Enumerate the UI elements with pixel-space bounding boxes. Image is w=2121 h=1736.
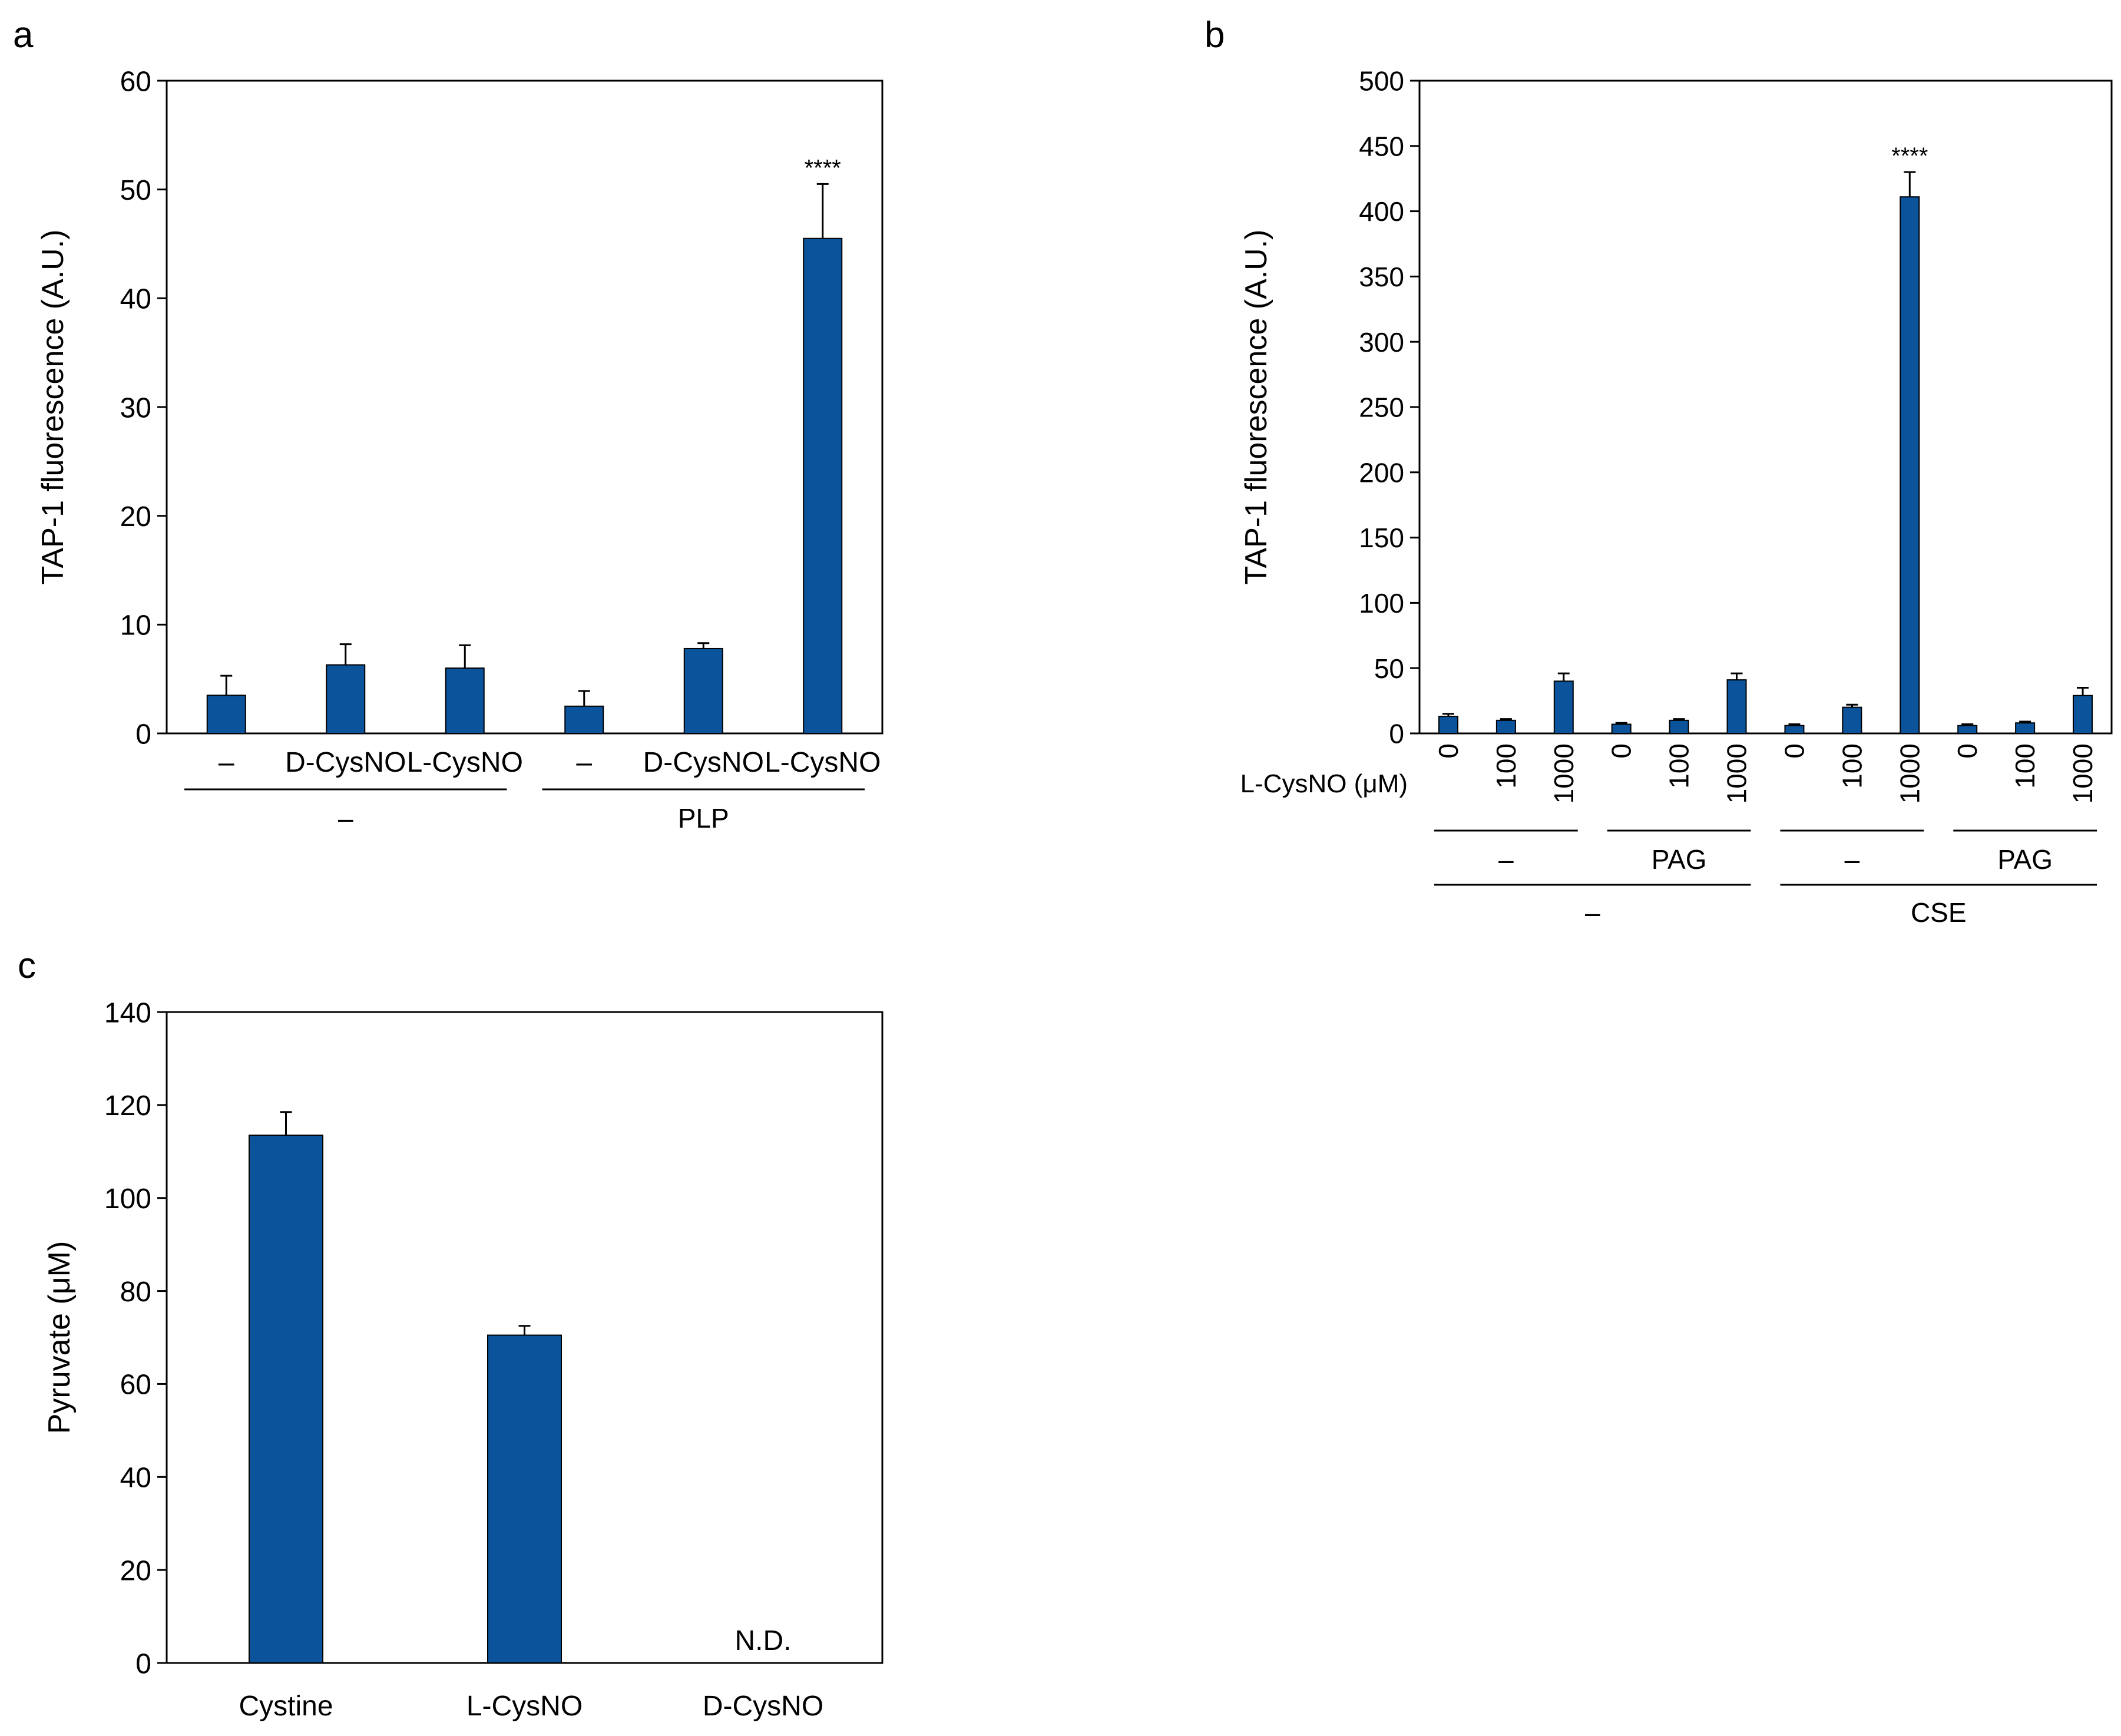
y-tick-label: 500 (1359, 66, 1404, 97)
group-label: PLP (678, 803, 729, 834)
category-label: Cystine (239, 1691, 333, 1722)
group-label: – (338, 803, 353, 834)
category-label: 1000 (1894, 743, 1925, 803)
bar (487, 1334, 562, 1664)
y-tick-label: 0 (135, 719, 151, 750)
bar (803, 237, 843, 734)
bar (683, 647, 723, 734)
bar (564, 705, 604, 735)
y-tick-label: 60 (120, 1370, 151, 1401)
chart-c: 0 20 40 60 80 100 120 140 Pyruvate (μM) N.D. Cysti… (42, 997, 884, 1722)
supergroup-label: – (1585, 897, 1600, 928)
category-label: D-CysNO (285, 747, 406, 778)
category-label: D-CysNO (643, 747, 764, 778)
annotation: N.D. (735, 1625, 792, 1656)
category-label: – (219, 747, 234, 778)
bar (1438, 716, 1458, 735)
y-tick-label: 150 (1359, 523, 1404, 553)
category-label: 0 (1952, 743, 1983, 759)
bar (326, 664, 366, 735)
y-tick-label: 30 (120, 392, 151, 424)
group-label: – (1845, 844, 1860, 875)
y-tick-label: 350 (1359, 262, 1404, 292)
y-tick-label: 60 (120, 66, 151, 97)
y-tick-label: 40 (120, 1463, 151, 1494)
bar (1611, 723, 1632, 735)
panel-c-letter: c (18, 945, 36, 986)
y-tick-label: 50 (120, 175, 151, 206)
group-label: PAG (1997, 844, 2053, 875)
category-label: 100 (2010, 743, 2040, 789)
y-tick-label: 200 (1359, 457, 1404, 488)
y-tick-label: 50 (1374, 653, 1404, 684)
bar (1726, 679, 1747, 735)
bar (1553, 680, 1574, 734)
group-label: – (1498, 844, 1514, 875)
bar (1669, 719, 1689, 734)
category-label: 1000 (1722, 743, 1752, 803)
bar (206, 695, 246, 735)
bar (1842, 706, 1862, 735)
bar (1784, 725, 1805, 734)
category-label: L-CysNO (765, 747, 881, 778)
annotation: **** (1891, 143, 1928, 169)
bar (1495, 719, 1516, 734)
y-tick-label: 450 (1359, 131, 1404, 161)
plot-frame (166, 80, 884, 735)
category-label: D-CysNO (703, 1691, 823, 1722)
category-label: 100 (1664, 743, 1695, 789)
y-tick-label: 20 (120, 1555, 151, 1586)
bar (1957, 725, 1978, 734)
group-label: PAG (1652, 844, 1707, 875)
y-tick-label: 0 (135, 1648, 151, 1679)
category-label: 0 (1606, 743, 1637, 759)
y-tick-label: 40 (120, 284, 151, 315)
category-label: – (576, 747, 592, 778)
bar (1900, 196, 1920, 734)
plot-frame (1418, 80, 2113, 735)
y-tick-label: 140 (104, 997, 151, 1029)
y-axis-label: TAP-1 fluorescence (A.U.) (1239, 229, 1273, 584)
bar (249, 1135, 323, 1664)
category-label: L-CysNO (466, 1691, 583, 1722)
y-tick-label: 80 (120, 1277, 151, 1308)
bar (445, 667, 485, 734)
y-tick-label: 250 (1359, 392, 1404, 423)
y-tick-label: 20 (120, 501, 151, 533)
chart-b: 0 50 100 150 200 250 300 350 400 450 500 TAP-1 fluo… (1239, 66, 2113, 928)
row-label: L-CysNO (μM) (1240, 769, 1408, 798)
y-axis-label: Pyruvate (μM) (42, 1241, 77, 1434)
category-label: 100 (1491, 743, 1521, 789)
bar (2015, 722, 2036, 734)
category-label: 1000 (2067, 743, 2098, 803)
y-tick-label: 10 (120, 610, 151, 642)
bar (2073, 695, 2093, 734)
y-tick-label: 120 (104, 1090, 151, 1122)
category-label: 0 (1433, 743, 1464, 759)
supergroup-label: CSE (1911, 897, 1967, 928)
y-tick-label: 100 (1359, 588, 1404, 619)
panel-b-letter: b (1205, 15, 1225, 55)
y-tick-label: 400 (1359, 196, 1404, 227)
category-label: 100 (1837, 743, 1867, 789)
category-label: 1000 (1548, 743, 1579, 803)
annotation: **** (805, 155, 841, 181)
chart-a: 0 10 20 30 40 50 60 TAP-1 fluorescence (A.U.) **… (36, 66, 884, 834)
y-tick-label: 100 (104, 1183, 151, 1215)
y-tick-label: 300 (1359, 327, 1404, 358)
y-tick-label: 0 (1389, 719, 1404, 749)
category-label: 0 (1779, 743, 1809, 759)
category-label: L-CysNO (407, 747, 523, 778)
panel-a-letter: a (13, 15, 34, 55)
y-axis-label: TAP-1 fluorescence (A.U.) (36, 229, 70, 584)
